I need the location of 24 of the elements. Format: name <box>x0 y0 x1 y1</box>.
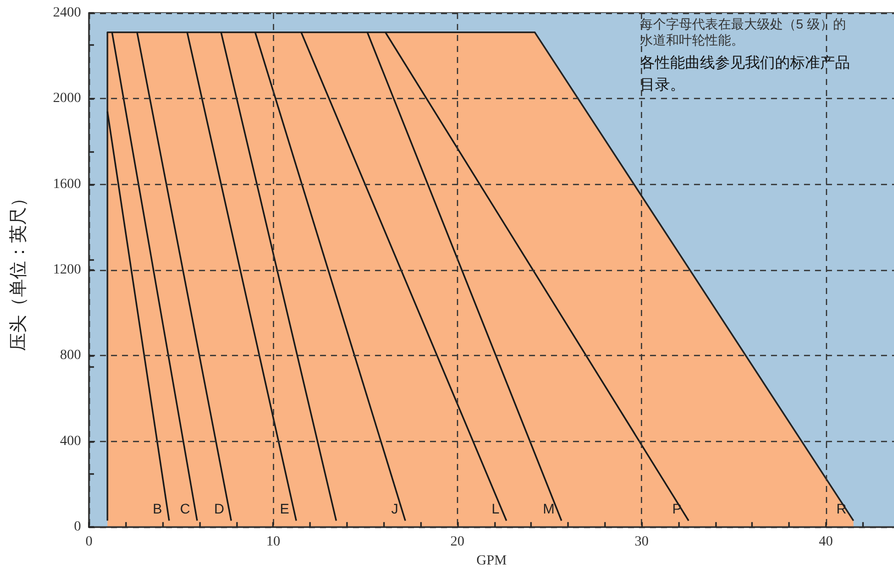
x-axis-title: GPM <box>476 554 508 568</box>
x-tick-label: 10 <box>266 534 280 550</box>
series-label: L <box>492 500 500 517</box>
series-label: J <box>391 500 398 517</box>
y-tick-label: 2000 <box>53 91 81 106</box>
annotation: 各性能曲线参见我们的标准产品目录。 <box>640 54 850 94</box>
series-label: E <box>280 500 290 517</box>
x-tick-label: 20 <box>450 534 464 550</box>
y-tick-label: 800 <box>60 348 81 364</box>
series-label: P <box>672 500 682 517</box>
y-tick-label: 1200 <box>53 262 81 278</box>
series-label: M <box>542 500 554 517</box>
series-label: D <box>214 500 224 517</box>
annotation: 每个字母代表在最大级处（5 级）的水道和叶轮性能。 <box>640 16 846 48</box>
y-tick-label: 2400 <box>53 6 81 20</box>
series-label: B <box>152 500 162 517</box>
x-tick-label: 30 <box>634 534 649 550</box>
series-label: C <box>180 500 190 517</box>
y-tick-label: 1600 <box>53 176 81 192</box>
x-tick-label: 40 <box>818 534 833 550</box>
y-tick-label: 400 <box>60 434 81 449</box>
x-tick-label: 0 <box>86 534 92 550</box>
y-axis-title: 压头（单位：英尺） <box>8 189 28 352</box>
y-tick-label: 0 <box>74 520 81 535</box>
